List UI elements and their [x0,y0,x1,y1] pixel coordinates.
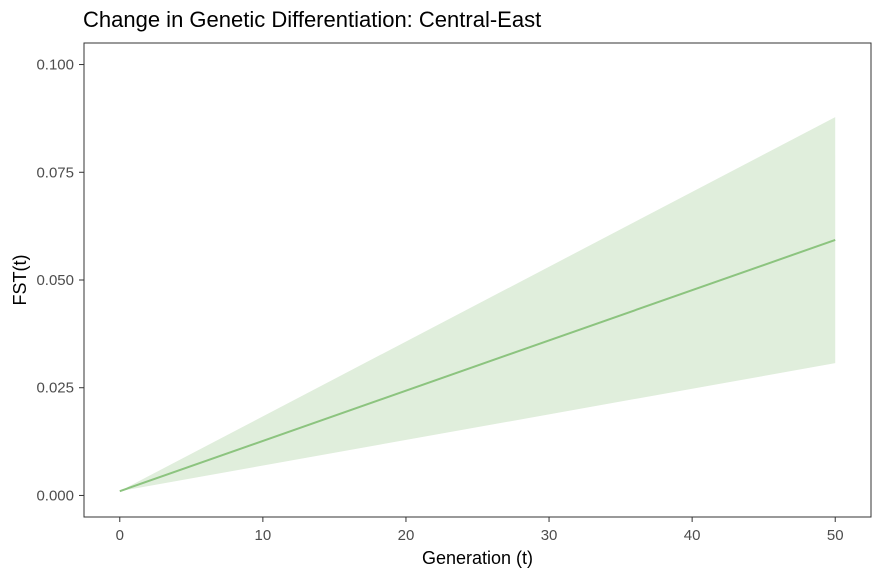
y-tick-label: 0.075 [36,164,74,181]
y-tick-label: 0.050 [36,272,74,289]
y-tick-label: 0.100 [36,57,74,74]
y-axis-title: FST(t) [10,255,30,306]
x-tick-label: 30 [541,527,558,544]
chart-title: Change in Genetic Differentiation: Centr… [83,7,541,32]
x-axis-title: Generation (t) [422,548,533,568]
x-axis-ticks: 0 10 20 30 40 50 [116,517,844,544]
confidence-band [119,117,836,492]
x-tick-label: 50 [827,527,844,544]
y-tick-label: 0.025 [36,380,74,397]
x-tick-label: 0 [116,527,124,544]
x-tick-label: 40 [684,527,701,544]
y-axis-ticks: 0.000 0.025 0.050 0.075 0.100 [36,57,84,504]
x-tick-label: 20 [398,527,415,544]
plot-layer [119,117,836,493]
trend-line [119,238,836,493]
x-tick-label: 10 [255,527,272,544]
y-tick-label: 0.000 [36,487,74,504]
